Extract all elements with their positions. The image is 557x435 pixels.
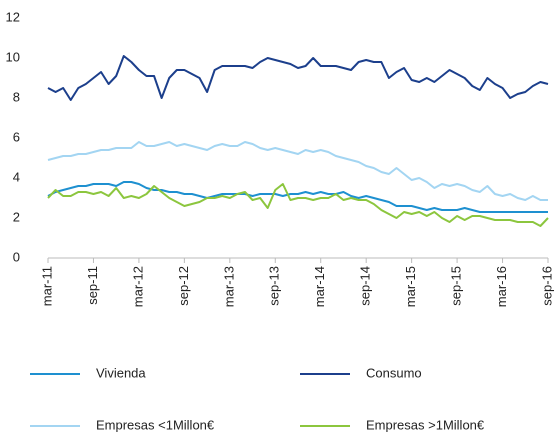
y-tick-label: 10 (6, 49, 20, 64)
x-tick-label: sep-14 (358, 266, 373, 306)
x-tick-label: sep-12 (176, 266, 191, 306)
x-tick-label: mar-15 (403, 266, 418, 307)
y-tick-label: 6 (13, 129, 20, 144)
legend-label: Vivienda (96, 365, 146, 380)
series-line (47, 55, 549, 101)
series-line (47, 183, 549, 227)
y-tick-label: 4 (13, 169, 20, 184)
legend-label: Consumo (366, 365, 422, 380)
y-tick-label: 8 (13, 89, 20, 104)
y-tick-label: 0 (13, 249, 20, 264)
x-tick-label: sep-11 (85, 266, 100, 305)
x-tick-label: sep-15 (449, 266, 464, 306)
series-line (47, 181, 548, 213)
x-tick-label: mar-11 (39, 266, 54, 306)
x-tick-label: mar-13 (221, 266, 236, 307)
x-tick-label: mar-14 (312, 266, 327, 307)
x-tick-label: mar-16 (494, 266, 509, 307)
x-tick-label: sep-16 (539, 266, 554, 306)
x-tick-label: mar-12 (130, 266, 145, 307)
series-line (47, 141, 548, 201)
legend-label: Empresas >1Millon€ (366, 417, 485, 432)
y-tick-label: 2 (13, 209, 20, 224)
x-tick-label: sep-13 (267, 266, 282, 306)
legend-label: Empresas <1Millon€ (96, 417, 215, 432)
y-tick-label: 12 (6, 9, 20, 24)
